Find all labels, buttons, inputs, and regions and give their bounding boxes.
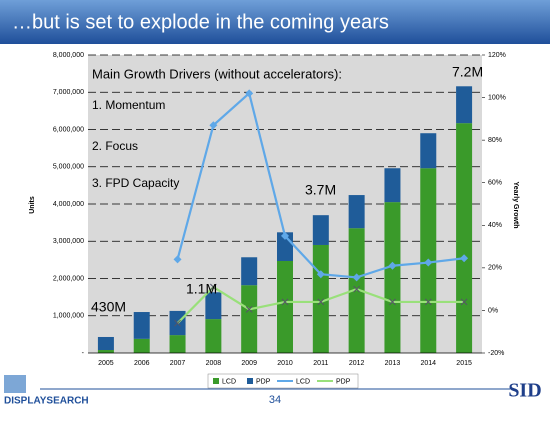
y2-tick-label: 100%	[488, 94, 506, 101]
x-tick-label: 2008	[206, 360, 222, 367]
marker	[245, 89, 254, 98]
marker	[209, 121, 218, 130]
y2-tick-label: 20%	[488, 265, 502, 272]
marker	[460, 298, 468, 306]
x-tick-label: 2013	[385, 360, 401, 367]
textbox-line: 3. FPD Capacity	[92, 176, 179, 190]
bar	[133, 312, 150, 339]
bar	[384, 202, 401, 353]
y-tick-label: 3,000,000	[53, 238, 84, 245]
logo-icon	[4, 375, 26, 393]
bar	[456, 123, 473, 353]
y-tick-label: 2,000,000	[53, 275, 84, 282]
textbox-line: 2. Focus	[92, 139, 138, 153]
bar	[169, 335, 186, 353]
marker	[460, 254, 469, 263]
x-tick-label: 2010	[277, 360, 293, 367]
marker	[388, 261, 397, 270]
right-logo: SID	[508, 380, 541, 402]
page-number: 34	[269, 394, 281, 406]
bar	[420, 133, 437, 169]
y-tick-label: 6,000,000	[53, 126, 84, 133]
x-tick-label: 2009	[241, 360, 257, 367]
title-bar	[0, 0, 550, 44]
y2-axis-label: Yearly Growth	[512, 181, 519, 228]
annotation: 3.7M	[305, 182, 336, 198]
bar	[241, 285, 258, 353]
legend-swatch	[213, 378, 219, 384]
y-tick-label: 5,000,000	[53, 164, 84, 171]
textbox-line: 1. Momentum	[92, 98, 165, 112]
bar	[348, 195, 365, 229]
marks	[88, 54, 482, 353]
x-tick-label: 2015	[456, 360, 472, 367]
y-tick-label: 7,000,000	[53, 89, 84, 96]
bar	[456, 86, 473, 124]
y2-tick-label: 80%	[488, 137, 502, 144]
marker	[245, 306, 253, 313]
legend-label: LCD	[296, 378, 310, 385]
x-tick-label: 2006	[134, 360, 150, 367]
x-tick-label: 2007	[170, 360, 186, 367]
x-tick-label: 2014	[420, 360, 436, 367]
legend-label: PDP	[256, 378, 271, 385]
marker	[174, 319, 181, 327]
marker	[210, 283, 217, 291]
y2-tick-label: 0%	[488, 307, 498, 314]
y-tick-label: 8,000,000	[53, 52, 84, 59]
y2-tick-label: 40%	[488, 222, 502, 229]
marker	[316, 270, 325, 279]
y-tick-label: 4,000,000	[53, 201, 84, 208]
slide-title: …but is set to explode in the coming yea…	[12, 11, 389, 33]
bar	[348, 228, 365, 353]
marker	[389, 298, 396, 306]
legend: LCD PDP LCD PDP	[213, 378, 351, 385]
bar	[312, 244, 329, 353]
marker	[173, 255, 182, 264]
y-tick-label: -	[82, 350, 85, 357]
marker	[281, 298, 289, 306]
y2-tick-label: -20%	[488, 350, 504, 357]
x-tick-label: 2011	[313, 360, 328, 367]
bar	[97, 350, 114, 353]
annotation: 1.1M	[186, 281, 217, 297]
legend-swatch	[247, 378, 253, 384]
y2-tick-label: 120%	[488, 52, 506, 59]
marker	[281, 231, 289, 240]
marker	[353, 285, 360, 293]
bar	[384, 168, 401, 203]
bar	[241, 257, 258, 286]
marker	[352, 273, 361, 282]
annotation: 7.2M	[452, 64, 483, 80]
y2-tick-label: 60%	[488, 180, 502, 187]
marker	[317, 298, 325, 306]
y-axis-label: Units	[29, 196, 36, 214]
textbox-line: Main Growth Drivers (without accelerator…	[92, 66, 342, 81]
bar	[277, 260, 293, 353]
marker	[424, 298, 432, 306]
bar	[97, 336, 114, 351]
x-tick-label: 2012	[349, 360, 365, 367]
bar	[312, 215, 329, 245]
annotation: 430M	[91, 299, 126, 315]
legend-label: PDP	[336, 378, 351, 385]
x-tick-label: 2005	[98, 360, 114, 367]
bar	[133, 338, 150, 353]
bar	[205, 319, 222, 353]
bar	[205, 292, 222, 320]
y-tick-label: 1,000,000	[53, 313, 84, 320]
legend-label: LCD	[222, 378, 236, 385]
marker	[424, 258, 433, 267]
left-logo: DISPLAYSEARCH	[4, 396, 89, 407]
